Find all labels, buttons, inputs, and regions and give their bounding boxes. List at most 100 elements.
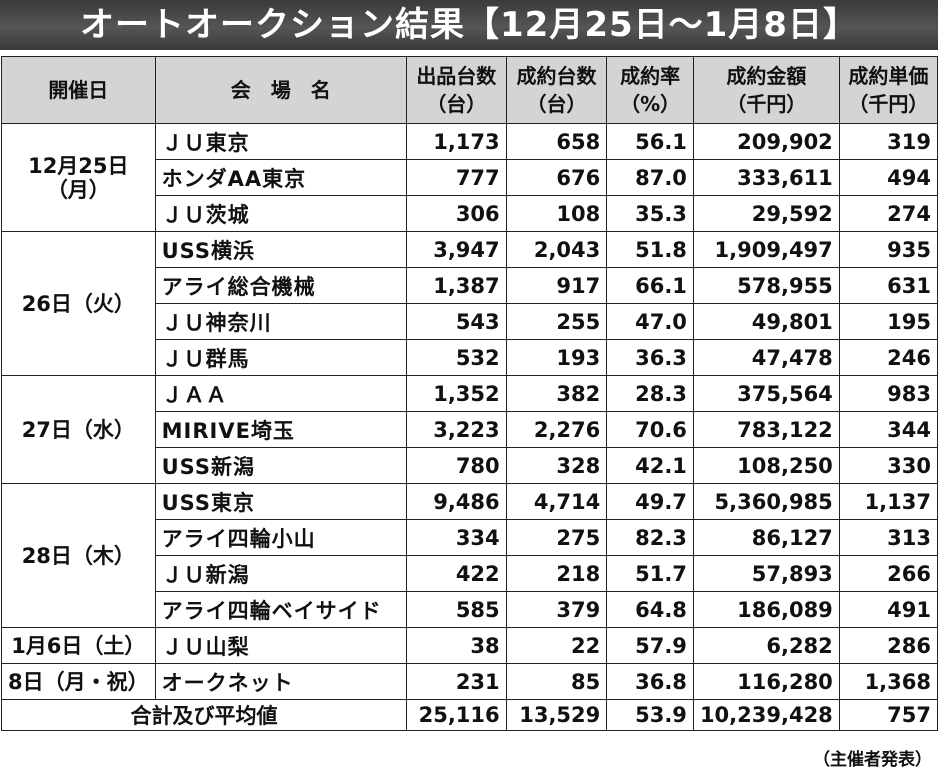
unit-price-cell: 195 <box>838 303 938 340</box>
amount-cell: 783,122 <box>692 411 840 448</box>
listed-cell: 38 <box>405 627 507 664</box>
venue-cell: ＪＡＡ <box>154 375 407 412</box>
table-row: 28日（木） USS東京 9,486 4,714 49.7 5,360,985 1,137 <box>1 483 938 628</box>
unit-price-cell: 494 <box>838 159 938 196</box>
listed-cell: 3,947 <box>405 231 507 268</box>
contracted-cell: 328 <box>505 447 608 484</box>
contracted-cell: 379 <box>505 591 608 628</box>
venue-cell: オークネット <box>154 663 407 700</box>
rate-cell: 87.0 <box>606 159 694 196</box>
contracted-cell: 22 <box>505 627 608 664</box>
unit-price-cell: 266 <box>838 555 938 592</box>
rate-cell: 28.3 <box>606 375 694 412</box>
venue-cell: ＪＵ神奈川 <box>154 303 407 340</box>
page-title: オートオークション結果【12月25日～1月8日】 <box>80 5 858 45</box>
rate-cell: 56.1 <box>606 123 694 160</box>
table-row: 27日（水） ＪＡＡ 1,352 382 28.3 375,564 983 <box>1 375 938 484</box>
unit-price-cell: 983 <box>838 375 938 412</box>
date-line: 12月25日 <box>28 153 129 178</box>
unit-price-cell: 274 <box>838 195 938 232</box>
unit-price-cell: 1,137 <box>838 483 938 520</box>
amount-cell: 116,280 <box>692 663 840 700</box>
total-listed: 25,116 <box>405 699 507 731</box>
unit-price-cell: 935 <box>838 231 938 268</box>
amount-cell: 47,478 <box>692 339 840 376</box>
venue-cell: USS新潟 <box>154 447 407 484</box>
total-row: 合計及び平均値 25,116 13,529 53.9 10,239,428 75… <box>1 699 938 731</box>
table-row: ＪＵ神奈川 543 255 47.0 49,801 195 <box>2 303 938 340</box>
rate-cell: 64.8 <box>606 591 694 628</box>
table-row: アライ総合機械 1,387 917 66.1 578,955 631 <box>2 267 938 304</box>
date-line: 27日（水） <box>21 417 135 442</box>
table-row: アライ四輪ベイサイド 585 379 64.8 186,089 491 <box>2 591 938 628</box>
amount-cell: 375,564 <box>692 375 840 412</box>
rate-cell: 42.1 <box>606 447 694 484</box>
unit-price-cell: 313 <box>838 519 938 556</box>
unit-price-cell: 491 <box>838 591 938 628</box>
date-cell: 12月25日 （月） <box>1 123 156 232</box>
date-line: 26日（火） <box>21 291 135 316</box>
amount-cell: 57,893 <box>692 555 840 592</box>
table-row: ＪＵ群馬 532 193 36.3 47,478 246 <box>2 339 938 376</box>
table-row: 1月6日（土） ＪＵ山梨 38 22 57.9 6,282 286 <box>1 627 938 664</box>
listed-cell: 9,486 <box>405 483 507 520</box>
listed-cell: 334 <box>405 519 507 556</box>
header-contracted: 成約台数 （台） <box>505 56 608 124</box>
venue-cell: USS東京 <box>154 483 407 520</box>
date-line: （月） <box>46 177 110 202</box>
listed-cell: 1,352 <box>405 375 507 412</box>
contracted-cell: 255 <box>505 303 608 340</box>
table-row: MIRIVE埼玉 3,223 2,276 70.6 783,122 344 <box>2 411 938 448</box>
venue-cell: ＪＵ新潟 <box>154 555 407 592</box>
rate-cell: 47.0 <box>606 303 694 340</box>
title-banner: オートオークション結果【12月25日～1月8日】 <box>0 0 938 50</box>
amount-cell: 49,801 <box>692 303 840 340</box>
contracted-cell: 218 <box>505 555 608 592</box>
table-row: 26日（火） USS横浜 3,947 2,043 51.8 1,909,497 935 <box>1 231 938 376</box>
listed-cell: 543 <box>405 303 507 340</box>
contracted-cell: 193 <box>505 339 608 376</box>
venue-cell: ＪＵ群馬 <box>154 339 407 376</box>
listed-cell: 585 <box>405 591 507 628</box>
rate-cell: 82.3 <box>606 519 694 556</box>
venue-cell: ホンダAA東京 <box>154 159 407 196</box>
date-line: 1月6日（土） <box>11 633 146 658</box>
venue-cell: アライ四輪小山 <box>154 519 407 556</box>
date-cell: 8日（月・祝） <box>1 663 156 700</box>
header-rate: 成約率 （%） <box>606 56 694 124</box>
header-amount: 成約金額 （千円） <box>692 56 840 124</box>
rate-cell: 36.3 <box>606 339 694 376</box>
listed-cell: 306 <box>405 195 507 232</box>
amount-cell: 86,127 <box>692 519 840 556</box>
contracted-cell: 2,276 <box>505 411 608 448</box>
venue-cell: アライ総合機械 <box>154 267 407 304</box>
rate-cell: 36.8 <box>606 663 694 700</box>
amount-cell: 108,250 <box>692 447 840 484</box>
venue-cell: ＪＵ茨城 <box>154 195 407 232</box>
contracted-cell: 2,043 <box>505 231 608 268</box>
unit-price-cell: 319 <box>838 123 938 160</box>
listed-cell: 777 <box>405 159 507 196</box>
header-venue: 会 場 名 <box>154 56 407 124</box>
listed-cell: 532 <box>405 339 507 376</box>
rate-cell: 57.9 <box>606 627 694 664</box>
venue-cell: ＪＵ東京 <box>154 123 407 160</box>
rate-cell: 66.1 <box>606 267 694 304</box>
listed-cell: 422 <box>405 555 507 592</box>
total-amount: 10,239,428 <box>692 699 840 731</box>
listed-cell: 1,173 <box>405 123 507 160</box>
date-line: 28日（木） <box>21 543 135 568</box>
contracted-cell: 4,714 <box>505 483 608 520</box>
amount-cell: 6,282 <box>692 627 840 664</box>
date-cell: 26日（火） <box>1 231 156 376</box>
venue-cell: ＪＵ山梨 <box>154 627 407 664</box>
total-rate: 53.9 <box>606 699 694 731</box>
source-note: （主催者発表） <box>813 750 932 770</box>
amount-cell: 5,360,985 <box>692 483 840 520</box>
header-row: 開催日 会 場 名 出品台数 （台） 成約台数 （台） 成約率 （%） 成約金額… <box>1 56 938 124</box>
contracted-cell: 108 <box>505 195 608 232</box>
unit-price-cell: 631 <box>838 267 938 304</box>
unit-price-cell: 246 <box>838 339 938 376</box>
listed-cell: 3,223 <box>405 411 507 448</box>
amount-cell: 209,902 <box>692 123 840 160</box>
